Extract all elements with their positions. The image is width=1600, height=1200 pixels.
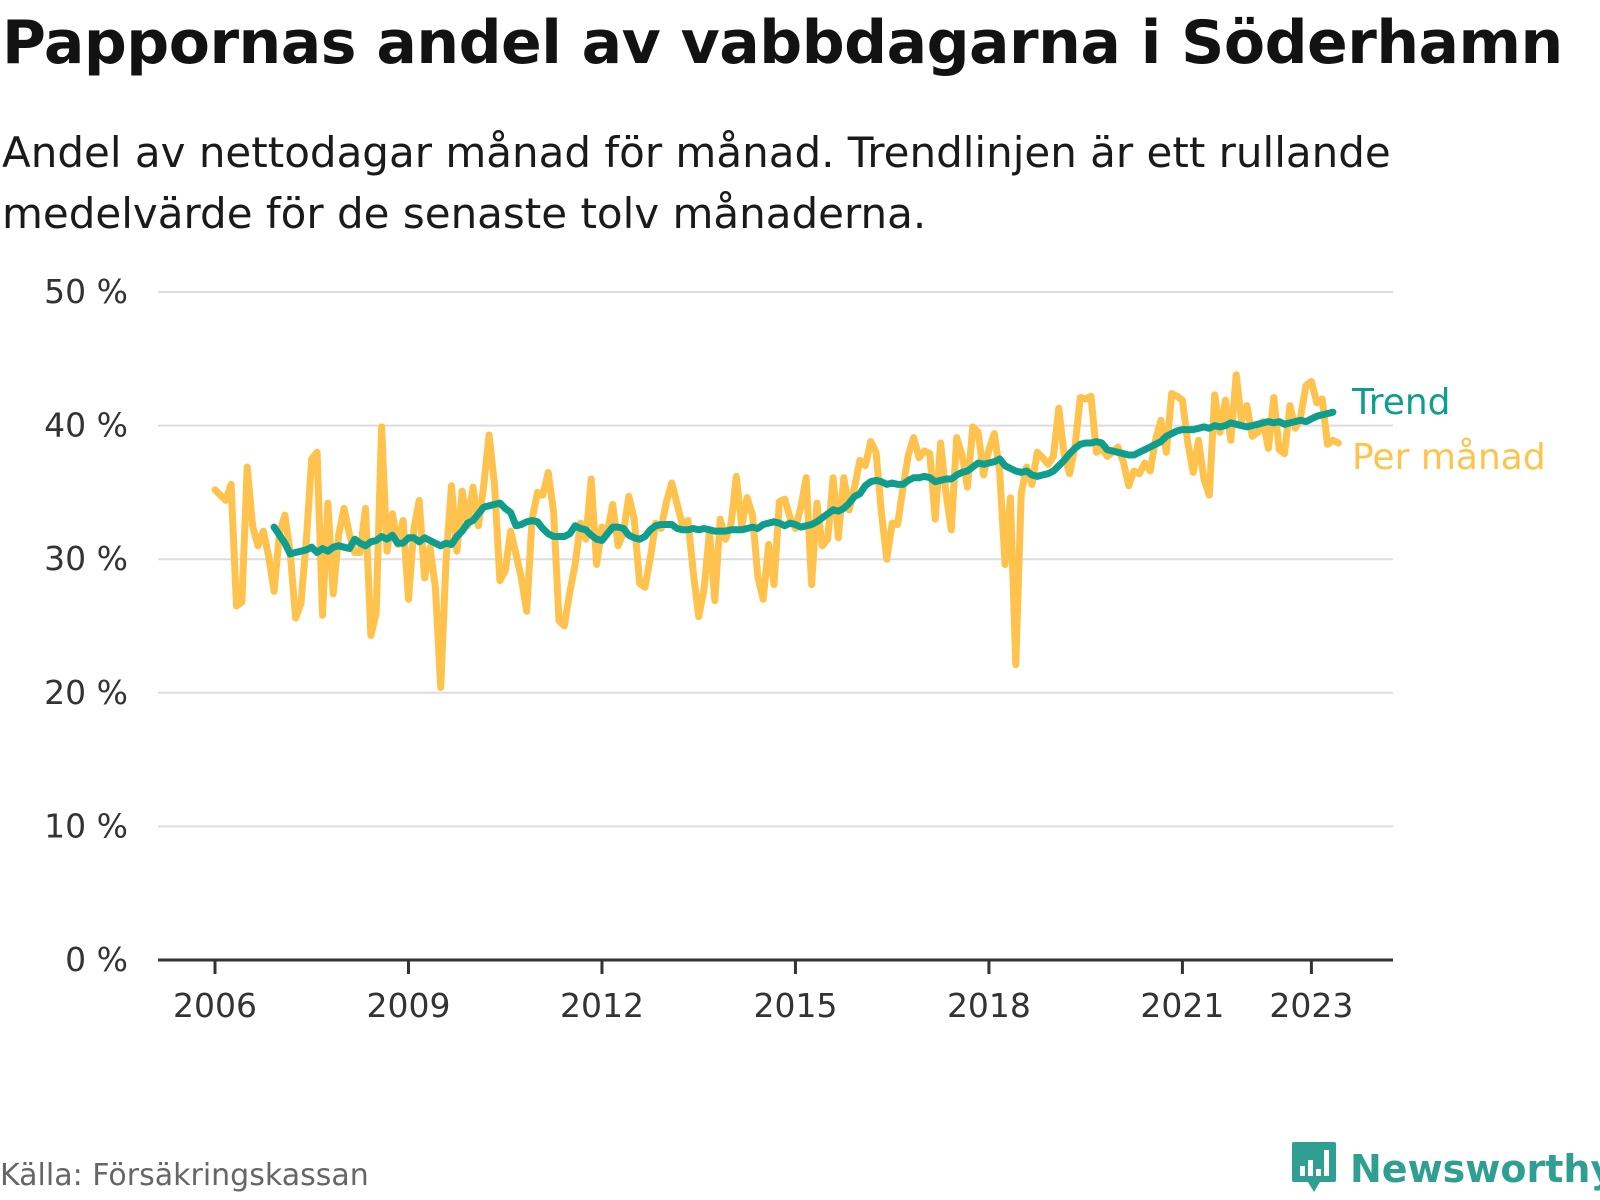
line-chart: 0 % 10 % 20 % 30 % 40 % 50 % 2006 2009 2012 2015… xyxy=(44,272,1546,1025)
x-tick-label: 2012 xyxy=(560,986,644,1025)
x-tick-label: 2021 xyxy=(1140,986,1224,1025)
page-subtitle: Andel av nettodagar månad för månad. Tre… xyxy=(2,128,1391,238)
x-tick-label: 2018 xyxy=(947,986,1031,1025)
series-label-monthly: Per månad xyxy=(1352,437,1546,478)
y-tick-label: 10 % xyxy=(44,806,128,845)
x-tick-label: 2023 xyxy=(1269,986,1353,1025)
x-tick-label: 2006 xyxy=(173,986,257,1025)
y-tick-label: 50 % xyxy=(44,272,128,311)
series-line-monthly xyxy=(211,371,1342,691)
y-axis-ticks: 0 % 10 % 20 % 30 % 40 % 50 % xyxy=(44,272,128,979)
series-line-trend xyxy=(270,408,1337,558)
y-tick-label: 20 % xyxy=(44,673,128,712)
brand-logo: Newsworthy xyxy=(1290,1140,1600,1198)
y-tick-label: 30 % xyxy=(44,539,128,578)
brand-name: Newsworthy xyxy=(1350,1147,1600,1191)
x-tick-label: 2009 xyxy=(366,986,450,1025)
y-tick-label: 0 % xyxy=(65,940,128,979)
line-labels: Trend Per månad xyxy=(1351,382,1546,478)
newsworthy-logo-icon xyxy=(1292,1142,1336,1192)
x-axis: 2006 2009 2012 2015 2018 2021 2023 xyxy=(158,958,1393,1025)
series-lines xyxy=(211,371,1342,691)
y-tick-label: 40 % xyxy=(44,406,128,445)
page-title: Pappornas andel av vabbdagarna i Söderha… xyxy=(2,8,1563,78)
source-note: Källa: Försäkringskassan xyxy=(0,1158,369,1193)
x-tick-label: 2015 xyxy=(753,986,837,1025)
series-label-trend: Trend xyxy=(1351,382,1451,423)
